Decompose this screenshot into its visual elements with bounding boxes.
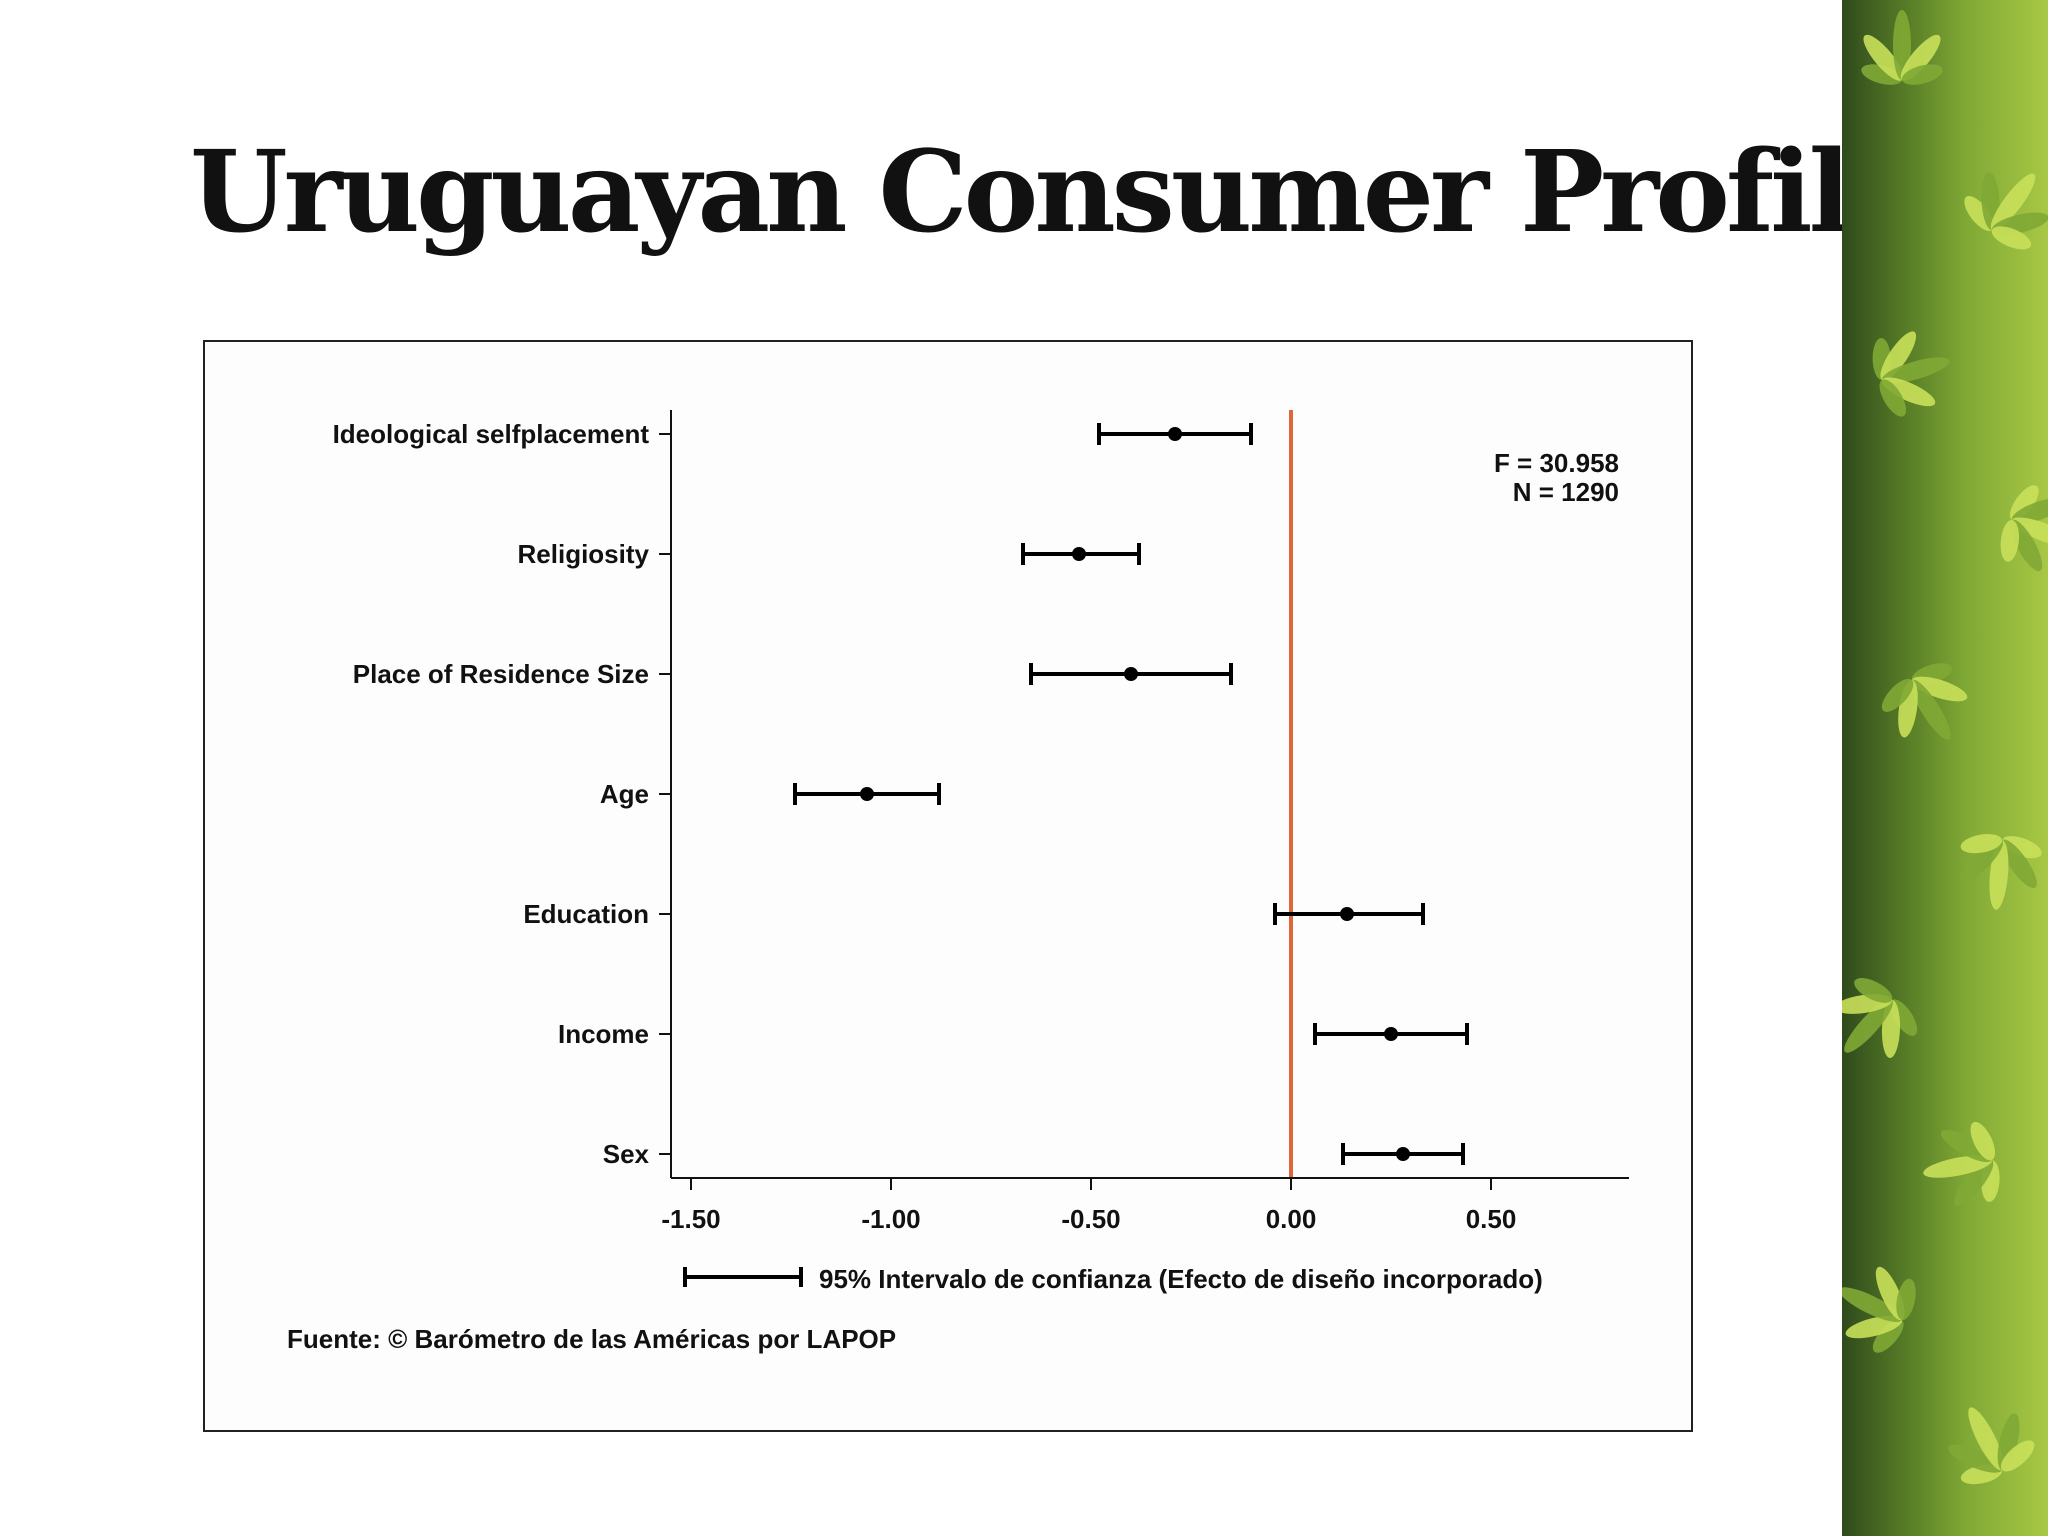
x-tick-label: -1.00 <box>861 1204 920 1234</box>
cannabis-leaf-icon <box>2000 485 2048 572</box>
f-statistic-label: F = 30.958 <box>1494 448 1619 478</box>
estimate-point <box>1168 427 1182 441</box>
estimate-point <box>1124 667 1138 681</box>
chart-frame: -1.50 -1.00 -0.50 0.00 0.50 Ideological selfp… <box>203 340 1693 1432</box>
x-tick-label: 0.50 <box>1466 1204 1517 1234</box>
x-tick-label: 0.00 <box>1266 1204 1317 1234</box>
slide-title: Uruguayan Consumer Profile <box>190 127 1918 258</box>
y-tick-label: Education <box>523 899 649 929</box>
cannabis-leaf-icon <box>1964 172 2048 250</box>
estimate-point <box>1340 907 1354 921</box>
y-tick-label: Ideological selfplacement <box>333 419 650 449</box>
cannabis-leaf-icon <box>1923 1121 2000 1206</box>
source-note: Fuente: © Barómetro de las Américas por … <box>287 1324 896 1354</box>
estimate-point <box>1384 1027 1398 1041</box>
cannabis-leaf-icon <box>1861 10 1943 85</box>
cannabis-leaf-photo-panel <box>1842 0 2048 1536</box>
cannabis-leaf-icon <box>1842 1266 1916 1353</box>
cannabis-leaf-icon <box>1872 331 1950 417</box>
n-statistic-label: N = 1290 <box>1513 477 1619 507</box>
y-tick-label: Religiosity <box>518 539 650 569</box>
coefficient-plot: -1.50 -1.00 -0.50 0.00 0.50 Ideological selfp… <box>287 410 1629 1354</box>
y-tick-label: Place of Residence Size <box>353 659 649 689</box>
y-tick-label: Age <box>600 779 649 809</box>
y-tick-label: Sex <box>603 1139 650 1169</box>
cannabis-leaf-icon <box>1842 10 2048 1485</box>
estimate-point <box>1396 1147 1410 1161</box>
legend-label: 95% Intervalo de confianza (Efecto de di… <box>819 1264 1543 1294</box>
cannabis-leaf-icon <box>1948 1407 2035 1485</box>
x-tick-label: -1.50 <box>661 1204 720 1234</box>
cannabis-leaf-icon <box>1842 978 1918 1058</box>
estimate-point <box>860 787 874 801</box>
y-tick-label: Income <box>558 1019 649 1049</box>
cannabis-leaf-icon <box>1960 834 2042 910</box>
estimate-point <box>1072 547 1086 561</box>
x-tick-label: -0.50 <box>1061 1204 1120 1234</box>
cannabis-leaf-icon <box>1881 663 1968 740</box>
